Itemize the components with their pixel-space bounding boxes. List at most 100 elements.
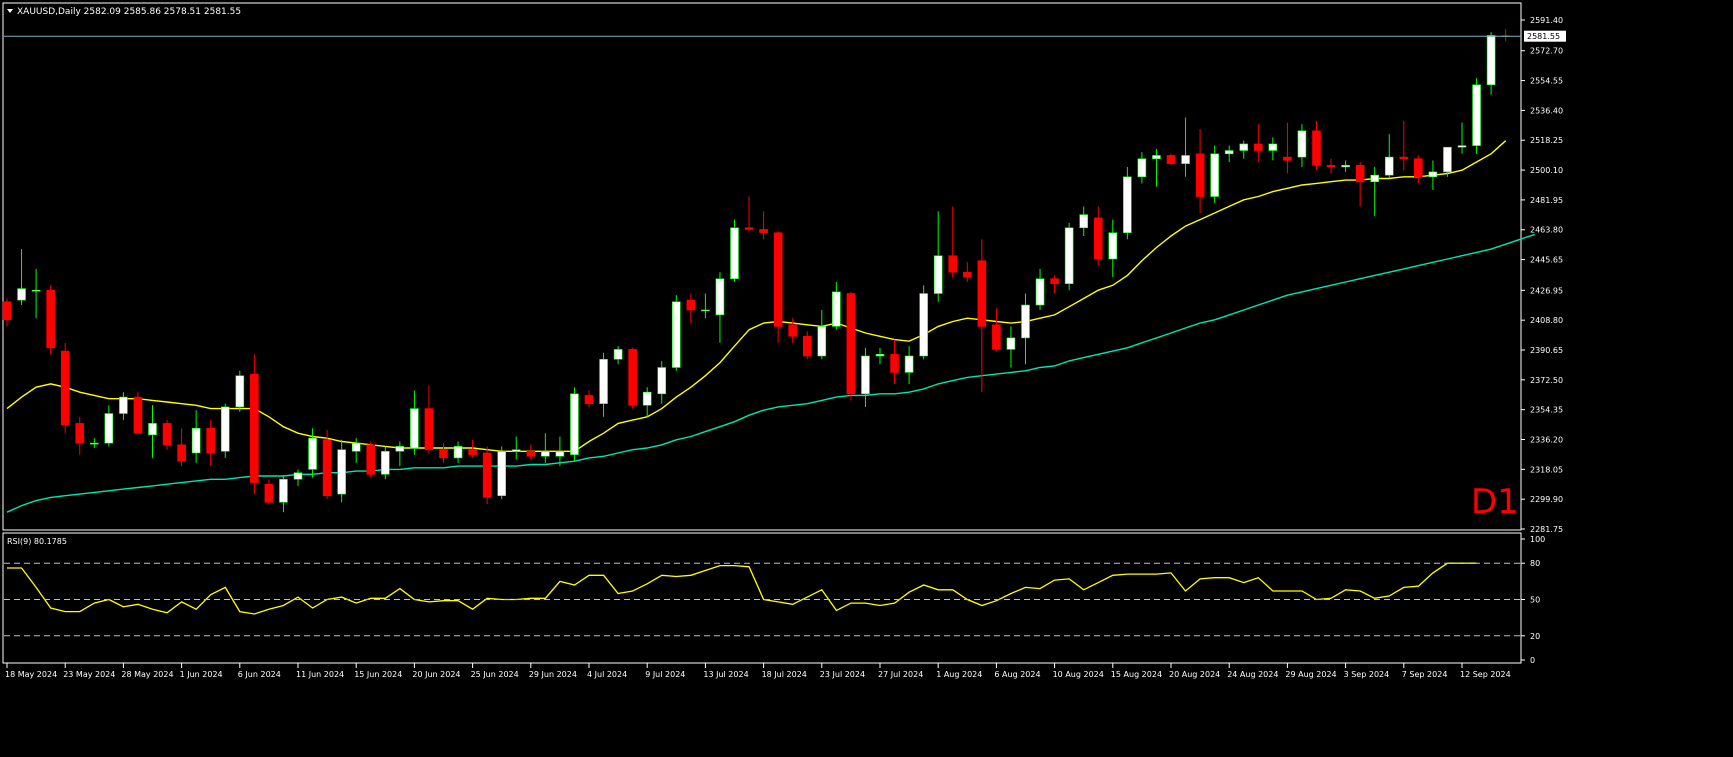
time-tick-label: 18 Jul 2024 bbox=[762, 670, 807, 679]
candle-body bbox=[890, 354, 899, 373]
time-tick-label: 15 Jun 2024 bbox=[354, 670, 402, 679]
candle-body bbox=[468, 449, 477, 455]
candle-body bbox=[992, 324, 1001, 350]
candle-body bbox=[686, 299, 696, 311]
candle-body bbox=[1254, 143, 1263, 151]
candle-body bbox=[628, 349, 637, 406]
candle-body bbox=[832, 291, 841, 327]
candle-body bbox=[2, 301, 12, 321]
time-tick-label: 11 Jun 2024 bbox=[296, 670, 344, 679]
candle-body bbox=[351, 442, 361, 452]
candle-body bbox=[75, 423, 85, 444]
current-price-label: 2581.55 bbox=[1527, 32, 1560, 41]
price-tick-label: 2536.40 bbox=[1530, 106, 1563, 115]
candle-body bbox=[948, 255, 958, 273]
candle-body bbox=[1384, 156, 1394, 176]
price-axis: 2591.40 2572.70 2554.55 2536.40 2518.25 2500.… bbox=[4, 16, 1566, 534]
candle-body bbox=[60, 350, 70, 426]
candle-body bbox=[17, 288, 26, 301]
candle-body bbox=[1079, 214, 1088, 229]
candle-body bbox=[701, 309, 710, 312]
candle-body bbox=[875, 354, 885, 357]
candle-body bbox=[744, 227, 754, 230]
time-tick-label: 7 Sep 2024 bbox=[1402, 670, 1448, 679]
candle-body bbox=[759, 229, 768, 234]
time-tick-label: 25 Jun 2024 bbox=[471, 670, 519, 679]
rsi-series bbox=[7, 562, 1477, 615]
current-price-box bbox=[1524, 30, 1566, 42]
price-tick-label: 2481.95 bbox=[1530, 196, 1563, 205]
candle-body bbox=[511, 449, 521, 452]
ma-slow-line bbox=[6, 233, 1536, 513]
candle-body bbox=[380, 451, 390, 475]
candle-body bbox=[148, 423, 157, 436]
candle-body bbox=[715, 278, 725, 316]
candle-body bbox=[1050, 278, 1059, 284]
candle-body bbox=[1268, 143, 1278, 151]
candle-body bbox=[788, 324, 798, 337]
price-tick-label: 2408.80 bbox=[1530, 316, 1563, 325]
time-tick-label: 23 Jul 2024 bbox=[820, 670, 865, 679]
time-tick-label: 9 Jul 2024 bbox=[645, 670, 685, 679]
rsi-tick-label: 80 bbox=[1530, 559, 1540, 568]
time-tick-label: 29 Jun 2024 bbox=[529, 670, 577, 679]
candle-body bbox=[264, 483, 274, 503]
collapse-arrow-icon[interactable] bbox=[7, 9, 13, 13]
price-tick-label: 2591.40 bbox=[1530, 16, 1563, 25]
candle-body bbox=[599, 358, 608, 404]
timeframe-label: D1 bbox=[1471, 482, 1519, 522]
candle-body bbox=[657, 367, 667, 395]
time-tick-label: 27 Jul 2024 bbox=[878, 670, 923, 679]
candle-body bbox=[46, 289, 55, 349]
time-axis: 18 May 2024 23 May 2024 28 May 2024 1 Jun 2… bbox=[5, 663, 1511, 679]
candle-body bbox=[1123, 176, 1132, 234]
price-tick-label: 2518.25 bbox=[1530, 136, 1563, 145]
candle-body bbox=[497, 451, 507, 497]
candle-body bbox=[1283, 156, 1292, 161]
candle-body bbox=[1093, 217, 1103, 260]
candle-body bbox=[1166, 155, 1176, 164]
candle-body bbox=[453, 446, 463, 459]
time-tick-label: 6 Aug 2024 bbox=[994, 670, 1040, 679]
time-tick-label: 3 Sep 2024 bbox=[1344, 670, 1390, 679]
candle-body bbox=[1326, 165, 1336, 168]
candle-body bbox=[555, 451, 565, 457]
candle-body bbox=[1443, 146, 1452, 173]
candle-body bbox=[424, 408, 434, 450]
candle-body bbox=[410, 408, 419, 449]
price-tick-label: 2354.35 bbox=[1530, 406, 1563, 415]
candle-body bbox=[1472, 84, 1481, 146]
candle-body bbox=[861, 355, 870, 395]
rsi-label: RSI(9) 80.1785 bbox=[7, 537, 67, 546]
candle-body bbox=[730, 227, 739, 280]
price-tick-label: 2500.10 bbox=[1530, 166, 1563, 175]
time-tick-label: 18 May 2024 bbox=[5, 670, 57, 679]
time-tick-label: 6 Jun 2024 bbox=[238, 670, 281, 679]
candle-body bbox=[904, 355, 914, 373]
candle-body bbox=[31, 289, 41, 292]
candle-body bbox=[1414, 158, 1423, 178]
candle-body bbox=[1108, 232, 1118, 260]
candle-body bbox=[541, 451, 550, 457]
price-tick-label: 2281.75 bbox=[1530, 525, 1563, 534]
candle-body bbox=[1210, 153, 1219, 197]
candle-body bbox=[1297, 130, 1307, 158]
candle-body bbox=[526, 451, 536, 457]
time-tick-label: 20 Aug 2024 bbox=[1169, 670, 1220, 679]
time-tick-label: 29 Aug 2024 bbox=[1285, 670, 1336, 679]
candle-body bbox=[308, 437, 317, 470]
candle-body bbox=[817, 326, 827, 357]
candle-body bbox=[846, 293, 856, 395]
candle-body bbox=[1006, 337, 1016, 350]
price-tick-label: 2336.20 bbox=[1530, 435, 1563, 444]
rsi-tick-label: 100 bbox=[1530, 535, 1545, 544]
candle-body bbox=[395, 446, 405, 452]
background bbox=[0, 0, 1568, 685]
candle-body bbox=[220, 406, 230, 452]
rsi-panel-frame bbox=[2, 532, 1522, 664]
price-tick-label: 2299.90 bbox=[1530, 495, 1563, 504]
candle-body bbox=[1181, 155, 1190, 164]
candle-body bbox=[1239, 143, 1249, 151]
candle-body bbox=[366, 444, 376, 475]
rsi-tick-label: 20 bbox=[1530, 632, 1540, 641]
